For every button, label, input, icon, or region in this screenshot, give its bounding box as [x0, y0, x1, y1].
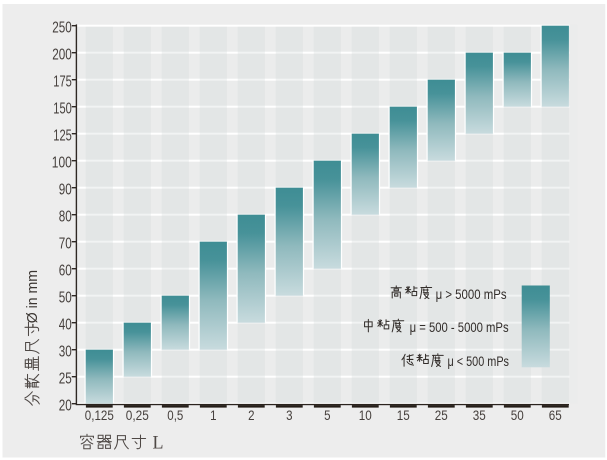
svg-text:65: 65 — [549, 408, 562, 423]
svg-text:25: 25 — [435, 408, 448, 423]
svg-text:0,5: 0,5 — [167, 408, 183, 423]
svg-text:L: L — [153, 433, 164, 454]
svg-text:100: 100 — [52, 155, 72, 172]
svg-text:60: 60 — [59, 263, 72, 280]
svg-text:50: 50 — [59, 290, 72, 307]
svg-text:15: 15 — [397, 408, 410, 423]
svg-text:μ = 500 - 5000 mPs: μ = 500 - 5000 mPs — [410, 319, 509, 335]
svg-text:80: 80 — [59, 209, 72, 226]
svg-text:70: 70 — [59, 236, 72, 253]
svg-text:0,125: 0,125 — [85, 408, 114, 423]
svg-text:40: 40 — [59, 317, 72, 334]
svg-text:175: 175 — [53, 74, 72, 91]
svg-text:30: 30 — [59, 344, 72, 361]
svg-text:1: 1 — [210, 408, 216, 423]
svg-text:3: 3 — [286, 408, 292, 423]
svg-text:μ < 500 mPs: μ < 500 mPs — [448, 353, 510, 369]
svg-text:150: 150 — [53, 101, 72, 118]
svg-text:50: 50 — [511, 408, 524, 423]
svg-text:20: 20 — [59, 398, 72, 415]
svg-text:10: 10 — [359, 408, 372, 423]
svg-text:μ > 5000 mPs: μ > 5000 mPs — [436, 286, 507, 302]
svg-text:200: 200 — [52, 47, 72, 64]
svg-text:35: 35 — [473, 408, 486, 423]
svg-text:2: 2 — [248, 408, 254, 423]
svg-text:125: 125 — [53, 128, 72, 145]
svg-text:0,25: 0,25 — [126, 408, 149, 423]
svg-text:-Ø in mm: -Ø in mm — [25, 270, 41, 328]
svg-text:5: 5 — [324, 408, 330, 423]
svg-text:25: 25 — [59, 371, 72, 388]
svg-text:90: 90 — [59, 182, 72, 199]
svg-text:250: 250 — [52, 20, 72, 37]
